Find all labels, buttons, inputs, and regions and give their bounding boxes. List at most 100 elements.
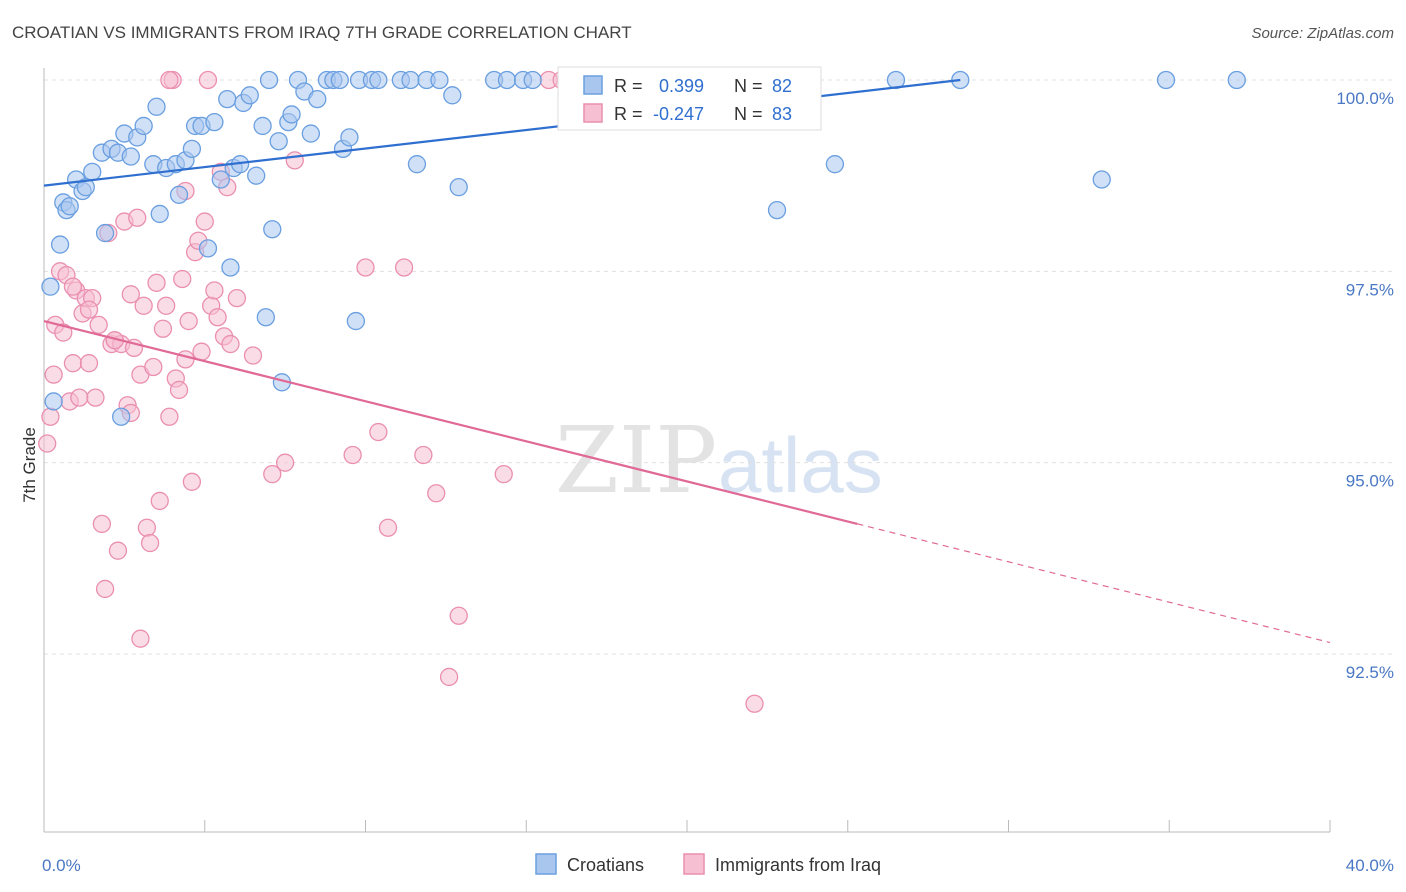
- trendline-croatians: [43, 78, 961, 187]
- point-iraq: [38, 434, 57, 453]
- point-croatians: [282, 105, 301, 124]
- point-croatians: [497, 70, 517, 90]
- point-croatians: [346, 311, 366, 331]
- y-tick-label: 97.5%: [1346, 280, 1394, 299]
- legend-swatch-croatians: [535, 853, 557, 875]
- point-croatians: [169, 185, 189, 204]
- point-iraq: [494, 464, 513, 484]
- point-croatians: [211, 170, 230, 189]
- point-iraq: [44, 365, 63, 384]
- point-croatians: [253, 116, 272, 136]
- point-iraq: [89, 315, 108, 335]
- point-croatians: [247, 166, 266, 185]
- point-iraq: [160, 407, 179, 426]
- point-croatians: [121, 147, 140, 166]
- point-croatians: [147, 97, 166, 116]
- point-iraq: [369, 422, 388, 442]
- stats-swatch-croatians: [583, 75, 603, 95]
- stats-n-label-iraq: N =: [734, 104, 763, 124]
- point-iraq: [179, 311, 198, 331]
- stats-n-label-croatians: N =: [734, 76, 763, 96]
- point-iraq: [169, 380, 189, 400]
- point-iraq: [205, 281, 224, 300]
- point-croatians: [308, 89, 327, 109]
- point-croatians: [112, 407, 131, 426]
- point-iraq: [192, 342, 211, 361]
- point-croatians: [301, 124, 320, 143]
- y-axis-title: 7th Grade: [20, 427, 39, 503]
- point-croatians: [407, 155, 427, 174]
- point-croatians: [50, 235, 70, 254]
- point-iraq: [150, 491, 169, 511]
- point-croatians: [369, 70, 388, 90]
- point-iraq: [356, 258, 375, 277]
- point-iraq: [198, 70, 218, 90]
- point-croatians: [449, 177, 468, 197]
- stats-box: R = 0.399 N = 82 R = -0.247 N = 83: [557, 66, 822, 131]
- point-iraq: [54, 323, 73, 342]
- point-croatians: [60, 197, 79, 216]
- legend: Croatians Immigrants from Iraq: [535, 853, 881, 875]
- point-iraq: [414, 445, 433, 465]
- point-iraq: [63, 354, 83, 373]
- point-iraq: [140, 533, 160, 553]
- point-iraq: [108, 541, 128, 560]
- point-iraq: [176, 350, 195, 369]
- trendline-iraq: [43, 320, 858, 525]
- x-tick-label: 40.0%: [1346, 856, 1394, 875]
- series-immigrants-from-iraq: [38, 70, 764, 713]
- point-croatians: [198, 239, 218, 258]
- source-label: Source: ZipAtlas.com: [1251, 25, 1394, 42]
- point-iraq: [153, 319, 173, 338]
- point-iraq: [92, 514, 112, 534]
- point-iraq: [378, 518, 398, 537]
- point-croatians: [182, 139, 202, 159]
- point-iraq: [285, 151, 304, 170]
- point-croatians: [1092, 170, 1111, 189]
- y-axis-tick-labels: 100.0% 97.5% 95.0% 92.5%: [1336, 89, 1394, 682]
- point-iraq: [63, 277, 83, 296]
- point-iraq: [275, 453, 295, 472]
- y-tick-label: 92.5%: [1346, 663, 1394, 682]
- point-croatians: [134, 116, 153, 136]
- point-iraq: [182, 472, 202, 491]
- stats-r-value-croatians: 0.399: [659, 76, 704, 96]
- point-iraq: [79, 300, 99, 319]
- watermark-atlas: atlas: [718, 421, 883, 509]
- stats-r-label-croatians: R =: [614, 76, 643, 96]
- stats-n-value-croatians: 82: [772, 76, 792, 96]
- y-tick-label: 100.0%: [1336, 89, 1394, 108]
- point-iraq: [95, 579, 115, 599]
- point-croatians: [150, 204, 169, 224]
- point-iraq: [137, 518, 157, 537]
- point-iraq: [243, 346, 263, 365]
- watermark-zip: ZIP: [555, 407, 717, 514]
- point-iraq: [449, 606, 468, 625]
- point-croatians: [44, 392, 63, 411]
- point-iraq: [70, 388, 89, 407]
- point-iraq: [263, 464, 282, 484]
- point-iraq: [221, 334, 240, 354]
- stats-n-value-iraq: 83: [772, 104, 792, 124]
- point-iraq: [157, 296, 176, 315]
- point-iraq: [343, 445, 362, 465]
- point-croatians: [330, 70, 349, 90]
- point-croatians: [259, 70, 279, 90]
- point-croatians: [83, 162, 102, 181]
- point-iraq: [195, 212, 214, 231]
- point-croatians: [340, 128, 359, 147]
- point-iraq: [121, 285, 140, 304]
- point-croatians: [269, 132, 288, 151]
- point-croatians: [221, 258, 240, 277]
- x-tick-label: 0.0%: [42, 856, 81, 875]
- point-iraq: [173, 269, 192, 289]
- point-croatians: [523, 70, 542, 90]
- point-croatians: [205, 112, 224, 132]
- point-croatians: [430, 70, 449, 90]
- point-iraq: [394, 258, 414, 277]
- point-iraq: [147, 273, 166, 292]
- point-iraq: [131, 629, 150, 648]
- point-croatians: [218, 89, 237, 109]
- point-iraq: [227, 288, 247, 308]
